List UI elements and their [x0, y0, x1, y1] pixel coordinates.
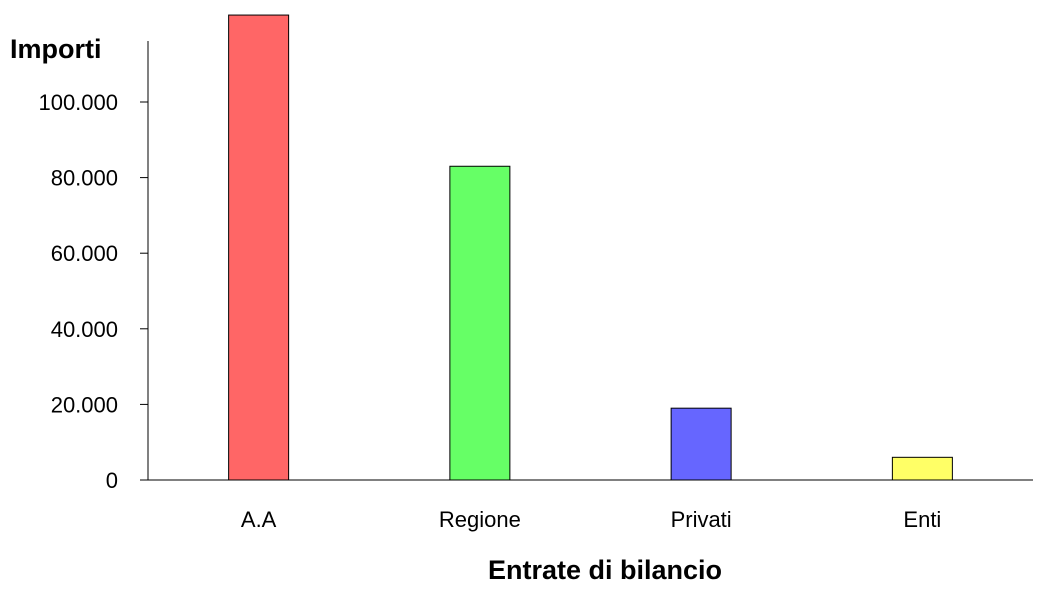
y-tick-label: 80.000 — [51, 166, 118, 191]
x-axis-title: Entrate di bilancio — [488, 555, 722, 585]
plot-area: 0 20.000 40.000 60.000 80.000 100.000 A.A Regio… — [38, 14, 1033, 532]
x-tick-label: Enti — [903, 507, 941, 532]
bar-privati — [670, 407, 732, 481]
bar-regione — [449, 165, 511, 481]
y-tick-label: 40.000 — [51, 317, 118, 342]
y-tick-label: 100.000 — [38, 90, 118, 115]
y-tick-label: 20.000 — [51, 392, 118, 417]
y-tick-label: 60.000 — [51, 241, 118, 266]
bar-a-a — [228, 14, 290, 481]
y-tick-label: 0 — [106, 468, 118, 493]
x-tick-label: Regione — [439, 507, 521, 532]
y-axis-title: Importi — [10, 34, 102, 64]
bar-enti — [891, 456, 953, 481]
x-tick-label: Privati — [671, 507, 732, 532]
x-tick-label: A.A — [241, 507, 277, 532]
